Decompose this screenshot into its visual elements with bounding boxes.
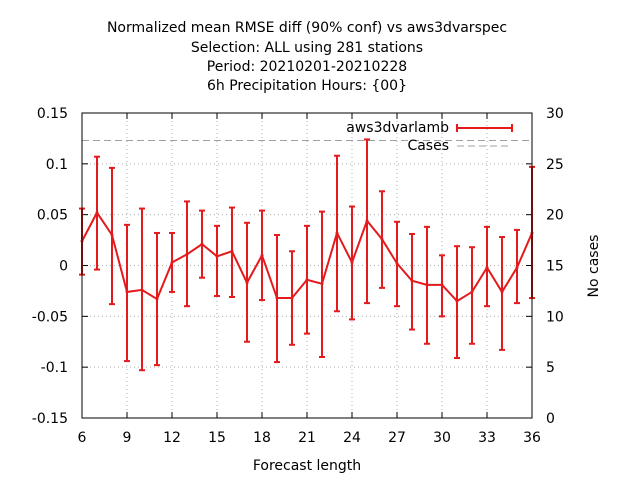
legend: aws3dvarlamb Cases — [346, 120, 513, 154]
y2-tick-label: 20 — [546, 208, 564, 224]
data-point — [125, 290, 129, 294]
data-point — [485, 266, 489, 270]
data-point — [365, 219, 369, 223]
x-tick-label: 33 — [478, 430, 496, 446]
data-point — [515, 266, 519, 270]
y-tick-label: 0.1 — [46, 157, 68, 173]
data-point — [410, 279, 414, 283]
title-line-4: 6h Precipitation Hours: {00} — [207, 78, 407, 94]
x-tick-label: 21 — [298, 430, 316, 446]
y2-tick-label: 10 — [546, 309, 564, 325]
data-point — [110, 233, 114, 237]
data-point — [305, 278, 309, 282]
title-line-2: Selection: ALL using 281 stations — [191, 40, 423, 56]
x-tick-label: 12 — [163, 430, 181, 446]
x-tick-label: 6 — [78, 430, 87, 446]
x-tick-label: 15 — [208, 430, 226, 446]
data-point — [455, 299, 459, 303]
y-tick-label: -0.1 — [41, 360, 68, 376]
legend-sample-series-1 — [456, 124, 513, 132]
y2-tick-label: 30 — [546, 106, 564, 122]
y2-tick-label: 25 — [546, 157, 564, 173]
y2-tick-label: 0 — [546, 411, 555, 427]
y-tick-label: -0.05 — [32, 309, 68, 325]
axis-ticks: 6 9 12 15 18 21 24 27 30 33 36 -0.15 -0.1 -0.05 0 0.05 0… — [32, 106, 564, 446]
data-point — [95, 211, 99, 215]
data-point — [380, 237, 384, 241]
data-point — [290, 296, 294, 300]
data-point — [140, 288, 144, 292]
x-tick-label: 27 — [388, 430, 406, 446]
data-point — [230, 249, 234, 253]
chart-title: Normalized mean RMSE diff (90% conf) vs … — [107, 20, 507, 94]
data-point — [155, 297, 159, 301]
x-tick-label: 9 — [123, 430, 132, 446]
data-point — [350, 260, 354, 264]
y-tick-label: -0.15 — [32, 411, 68, 427]
data-point — [170, 260, 174, 264]
title-line-1: Normalized mean RMSE diff (90% conf) vs … — [107, 20, 507, 36]
data-point — [395, 261, 399, 265]
data-point — [335, 231, 339, 235]
y2-tick-label: 5 — [546, 360, 555, 376]
x-tick-label: 30 — [433, 430, 451, 446]
data-point — [425, 283, 429, 287]
data-point — [260, 253, 264, 257]
data-point — [470, 290, 474, 294]
error-bar — [214, 224, 220, 297]
plot-frame — [81, 112, 533, 419]
data-point — [245, 281, 249, 285]
x-tick-label: 24 — [343, 430, 361, 446]
y2-axis-label: No cases — [586, 235, 602, 298]
y-tick-label: 0 — [59, 259, 68, 275]
x-axis-label: Forecast length — [253, 458, 361, 474]
series-layer — [79, 138, 535, 372]
legend-label-series-1: aws3dvarlamb — [346, 120, 449, 136]
y-tick-label: 0.05 — [37, 208, 68, 224]
data-point — [200, 242, 204, 246]
title-line-3: Period: 20210201-20210228 — [207, 59, 407, 75]
x-tick-label: 36 — [523, 430, 541, 446]
data-point — [185, 252, 189, 256]
error-bar — [469, 246, 475, 345]
y2-tick-label: 15 — [546, 259, 564, 275]
y-tick-label: 0.15 — [37, 106, 68, 122]
data-point — [215, 254, 219, 258]
data-point — [320, 282, 324, 286]
data-point — [440, 283, 444, 287]
data-point — [275, 296, 279, 300]
x-tick-label: 18 — [253, 430, 271, 446]
data-point — [500, 290, 504, 294]
legend-label-series-2: Cases — [407, 138, 449, 154]
